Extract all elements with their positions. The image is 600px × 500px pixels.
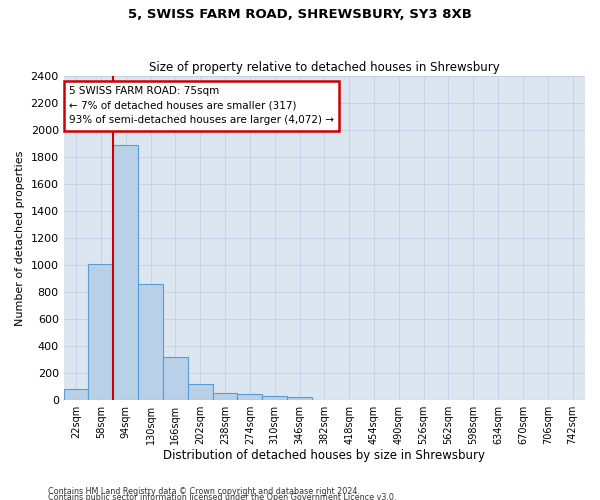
- Bar: [64, 389, 88, 400]
- Title: Size of property relative to detached houses in Shrewsbury: Size of property relative to detached ho…: [149, 60, 500, 74]
- Bar: [188, 384, 212, 400]
- Bar: [163, 357, 188, 400]
- Bar: [138, 284, 163, 400]
- Y-axis label: Number of detached properties: Number of detached properties: [15, 150, 25, 326]
- Bar: [113, 145, 138, 400]
- Bar: [287, 398, 312, 400]
- Bar: [88, 264, 113, 400]
- Text: 5 SWISS FARM ROAD: 75sqm
← 7% of detached houses are smaller (317)
93% of semi-d: 5 SWISS FARM ROAD: 75sqm ← 7% of detache…: [69, 86, 334, 126]
- Text: Contains public sector information licensed under the Open Government Licence v3: Contains public sector information licen…: [48, 492, 397, 500]
- Text: Contains HM Land Registry data © Crown copyright and database right 2024.: Contains HM Land Registry data © Crown c…: [48, 486, 360, 496]
- Bar: [212, 393, 238, 400]
- Bar: [238, 394, 262, 400]
- Text: 5, SWISS FARM ROAD, SHREWSBURY, SY3 8XB: 5, SWISS FARM ROAD, SHREWSBURY, SY3 8XB: [128, 8, 472, 20]
- X-axis label: Distribution of detached houses by size in Shrewsbury: Distribution of detached houses by size …: [163, 450, 485, 462]
- Bar: [262, 396, 287, 400]
